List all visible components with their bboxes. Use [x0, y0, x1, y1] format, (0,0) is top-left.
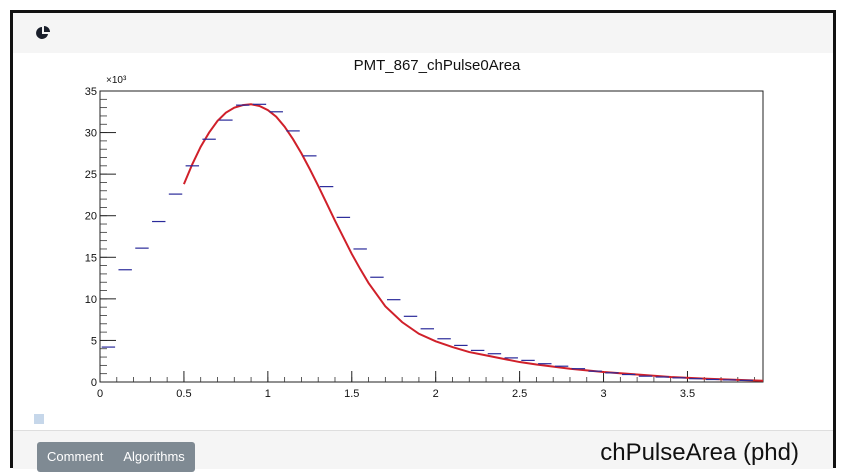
- x-tick-label: 1: [265, 388, 271, 400]
- plot-frame: [99, 90, 764, 383]
- top-toolbar: [13, 13, 833, 54]
- y-tick-label: 10: [85, 294, 97, 306]
- y-tick-label: 25: [85, 169, 97, 181]
- fit-curve-line: [182, 103, 764, 382]
- x-tick-label: 3.5: [680, 388, 695, 400]
- panel-handle[interactable]: [34, 414, 44, 424]
- y-tick-label: 30: [85, 128, 97, 140]
- plot-panel: PMT_867_chPulse0Area ×10³ 0 0.5 1 1.5 2 2.5 3 3…: [13, 53, 833, 430]
- y-multiplier-label: ×10³: [106, 75, 127, 86]
- histogram-chart: PMT_867_chPulse0Area ×10³ 0 0.5 1 1.5 2 2.5 3 3…: [85, 57, 764, 400]
- y-tick-label: 35: [85, 86, 97, 98]
- x-tick-label: 3: [600, 388, 606, 400]
- algorithms-button[interactable]: Algorithms: [123, 449, 185, 464]
- pie-chart-icon[interactable]: [35, 25, 51, 41]
- y-axis-ticks: 0 5 10 15 20 25 30 35: [85, 86, 116, 389]
- action-button-group: Comment Algorithms: [37, 442, 195, 472]
- x-axis-ticks: 0 0.5 1 1.5 2 2.5 3 3.5: [97, 371, 695, 400]
- y-tick-label: 5: [91, 335, 97, 347]
- x-tick-label: 2: [433, 388, 439, 400]
- bottom-toolbar: Comment Algorithms chPulseArea (phd): [13, 430, 833, 472]
- y-tick-label: 20: [85, 211, 97, 223]
- y-tick-label: 0: [91, 377, 97, 389]
- x-tick-label: 0.5: [176, 388, 191, 400]
- x-tick-label: 0: [97, 388, 103, 400]
- x-tick-label: 1.5: [344, 388, 359, 400]
- comment-button[interactable]: Comment: [47, 449, 104, 464]
- x-axis-title: chPulseArea (phd): [600, 439, 799, 466]
- y-tick-label: 15: [85, 252, 97, 264]
- viewer-frame: PMT_867_chPulse0Area ×10³ 0 0.5 1 1.5 2 2.5 3 3…: [10, 10, 836, 472]
- chart-title: PMT_867_chPulse0Area: [354, 57, 521, 74]
- x-tick-label: 2.5: [512, 388, 527, 400]
- data-points: [101, 103, 753, 381]
